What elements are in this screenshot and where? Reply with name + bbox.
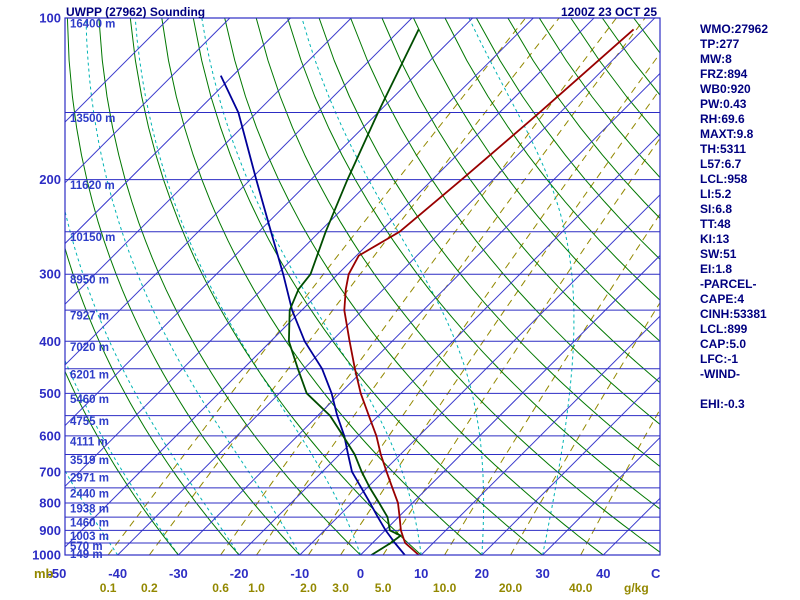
- height-label: 5460 m: [70, 394, 109, 406]
- pressure-label: 800: [39, 495, 61, 510]
- height-label: 6201 m: [70, 369, 109, 381]
- mixing-ratio-label: 5.0: [375, 581, 392, 595]
- temp-tick-label: 0: [357, 566, 364, 581]
- stats-panel: WMO:27962 TP:277 MW:8 FRZ:894 WB0:920 PW:0.43…: [700, 22, 798, 412]
- height-label: 4111 m: [70, 436, 108, 448]
- mixing-ratio-label: 10.0: [433, 581, 457, 595]
- dewpoint-curve: [287, 29, 420, 555]
- height-label: 10150 m: [70, 232, 115, 244]
- panel-stat: TP:277: [700, 37, 740, 51]
- panel-spacer: [700, 382, 798, 397]
- height-label: 3519 m: [70, 455, 109, 467]
- pressure-label: 400: [39, 334, 61, 349]
- pressure-label: 900: [39, 523, 61, 538]
- height-label: 2440 m: [70, 488, 109, 500]
- height-label: 570 m: [70, 541, 103, 553]
- chart-datetime: 1200Z 23 OCT 25: [560, 5, 657, 19]
- height-label: 1003 m: [70, 531, 109, 543]
- mixing-ratio-label: 1.0: [248, 581, 265, 595]
- mixing-unit-label: g/kg: [624, 581, 649, 595]
- mixing-ratio-label: 0.2: [141, 581, 158, 595]
- panel-stat: L57:6.7: [700, 157, 742, 171]
- temp-tick-label: 30: [535, 566, 549, 581]
- height-label: 8950 m: [70, 275, 109, 287]
- panel-stat: TH:5311: [700, 142, 747, 156]
- temp-tick-label: -50: [48, 566, 67, 581]
- panel-stat: CAP:5.0: [700, 337, 747, 351]
- panel-stat: KI:13: [700, 232, 730, 246]
- temperature-curve: [343, 28, 635, 555]
- pressure-label: 200: [39, 172, 61, 187]
- panel-stat: RH:69.6: [700, 112, 745, 126]
- mixing-ratio-label: 0.6: [212, 581, 229, 595]
- temp-tick-label: 40: [596, 566, 610, 581]
- panel-stat: LFC:-1: [700, 352, 738, 366]
- temp-unit-label: C: [651, 566, 661, 581]
- height-label: 11620 m: [70, 180, 115, 192]
- panel-stat: MAXT:9.8: [700, 127, 754, 141]
- pressure-label: 500: [39, 386, 61, 401]
- pressure-label: 100: [39, 11, 61, 26]
- pressure-label: 1000: [32, 548, 61, 563]
- mixing-ratio-label: 40.0: [569, 581, 593, 595]
- panel-stat: MW:8: [700, 52, 732, 66]
- height-label: 16400 m: [70, 19, 115, 31]
- panel-stat: WB0:920: [700, 82, 751, 96]
- panel-stat: FRZ:894: [700, 67, 748, 81]
- panel-stat: PW:0.43: [700, 97, 747, 111]
- panel-stat: WMO:27962: [700, 22, 769, 36]
- chart-grid-layer: [65, 18, 660, 555]
- panel-stat: LCL:899: [700, 322, 748, 336]
- pressure-label: 700: [39, 464, 61, 479]
- mixing-ratio-label: 2.0: [300, 581, 317, 595]
- temp-tick-label: 10: [414, 566, 428, 581]
- panel-stat: -PARCEL-: [700, 277, 757, 291]
- pressure-label: 300: [39, 267, 61, 282]
- height-label: 1938 m: [70, 503, 109, 515]
- height-label: 13500 m: [70, 113, 115, 125]
- height-label: 2971 m: [70, 472, 109, 484]
- panel-stat: EHI:-0.3: [700, 397, 745, 411]
- panel-stat: SW:51: [700, 247, 737, 261]
- temp-tick-label: -40: [108, 566, 127, 581]
- panel-stat: LI:5.2: [700, 187, 732, 201]
- pressure-unit-label: mb: [34, 566, 54, 581]
- mixing-ratio-label: 0.1: [100, 581, 117, 595]
- temp-tick-label: -30: [169, 566, 188, 581]
- panel-stat: SI:6.8: [700, 202, 733, 216]
- height-label: 1460 m: [70, 518, 109, 530]
- height-label: 4755 m: [70, 416, 109, 428]
- panel-stat: EI:1.8: [700, 262, 733, 276]
- mixing-ratio-label: 3.0: [332, 581, 349, 595]
- panel-stat: CINH:53381: [700, 307, 767, 321]
- height-label: 7927 m: [70, 311, 109, 323]
- height-label: 7020 m: [70, 342, 109, 354]
- temp-tick-label: -10: [290, 566, 309, 581]
- mixing-ratio-label: 20.0: [499, 581, 523, 595]
- panel-stat: -WIND-: [700, 367, 740, 381]
- parcel-curve: [219, 75, 406, 555]
- panel-stat: CAPE:4: [700, 292, 745, 306]
- temp-tick-label: -20: [230, 566, 249, 581]
- pressure-label: 600: [39, 428, 61, 443]
- chart-title: UWPP (27962) Sounding: [66, 5, 206, 19]
- height-label: 149 m: [70, 549, 103, 561]
- panel-stat: LCL:958: [700, 172, 748, 186]
- panel-stat: TT:48: [700, 217, 731, 231]
- temp-tick-label: 20: [475, 566, 489, 581]
